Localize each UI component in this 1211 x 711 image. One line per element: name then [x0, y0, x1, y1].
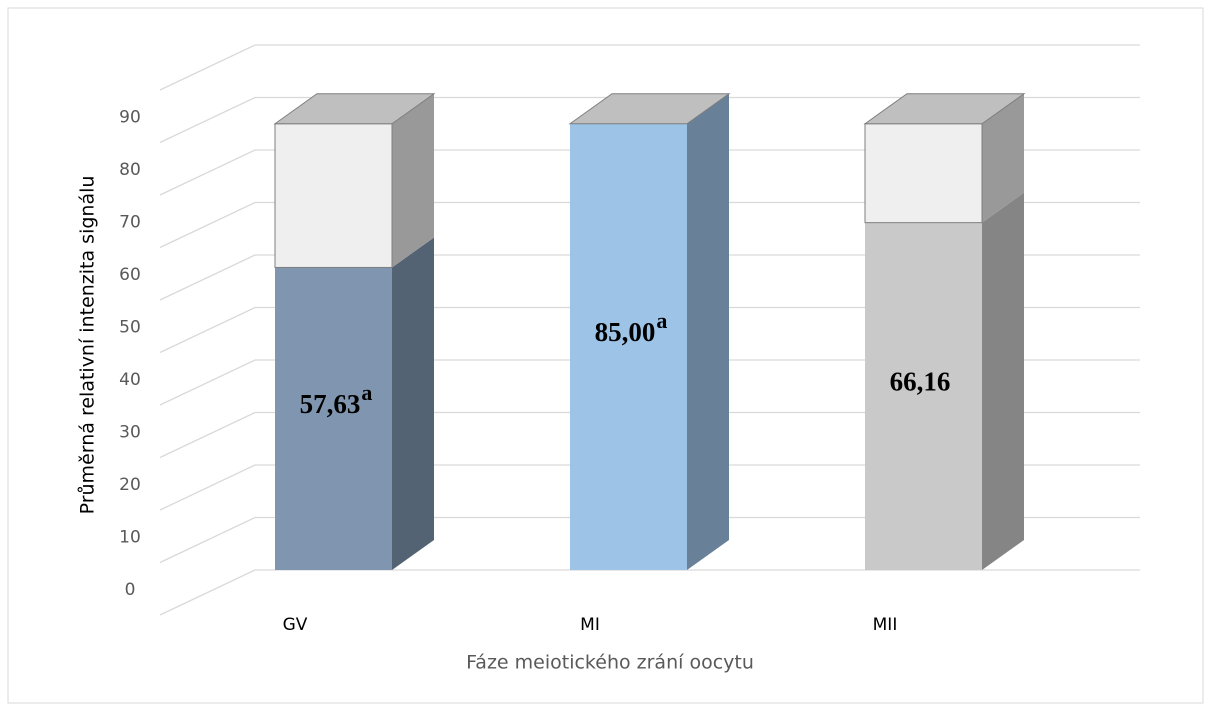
bar-top	[568, 93, 731, 125]
label-superscript: a	[656, 308, 667, 333]
bar	[865, 192, 1024, 570]
bar-side	[392, 237, 434, 570]
grid-line	[159, 149, 1140, 196]
bar-side	[392, 93, 434, 268]
grid-line	[159, 96, 1140, 144]
y-tick-label: 30	[119, 423, 141, 443]
y-tick-label: 80	[119, 160, 141, 180]
x-tick-label: MI	[580, 615, 600, 635]
bar-front	[865, 222, 982, 570]
bar-side	[687, 93, 729, 570]
y-tick-label: 0	[125, 580, 136, 600]
grid-line	[159, 516, 1140, 564]
bar-side	[982, 93, 1024, 223]
x-tick-label: GV	[283, 615, 308, 635]
grid-line	[159, 359, 1140, 406]
x-tick-label: MII	[873, 615, 898, 635]
y-tick-label: 90	[119, 108, 141, 128]
grid-line	[159, 254, 1140, 301]
grid-line	[159, 569, 1140, 616]
data-label: 66,16	[890, 367, 951, 397]
grid-line	[159, 306, 1140, 354]
data-label: 57,63	[300, 389, 361, 419]
y-tick-label: 50	[119, 318, 141, 338]
bar-front	[275, 267, 392, 570]
bar	[864, 93, 1024, 224]
grid-line	[159, 44, 1140, 91]
bar-side	[982, 192, 1024, 570]
bar-front	[864, 123, 983, 224]
bar-top	[863, 93, 1026, 125]
data-label: 85,00	[595, 317, 656, 347]
grid-line	[159, 201, 1140, 249]
bar-front	[570, 123, 687, 570]
bar-front	[274, 123, 393, 268]
y-tick-label: 20	[119, 475, 141, 495]
bar	[275, 237, 434, 570]
x-axis-title: Fáze meiotického zrání oocytu	[466, 652, 754, 674]
y-tick-label: 70	[119, 213, 141, 233]
y-tick-label: 10	[119, 528, 141, 548]
y-tick-label: 40	[119, 370, 141, 390]
bar	[274, 93, 434, 268]
grid-line	[159, 411, 1140, 459]
y-axis-title: Průměrná relativní intenzita signálu	[77, 176, 99, 515]
label-superscript: a	[361, 380, 372, 405]
grid-line	[159, 464, 1140, 511]
y-tick-label: 60	[119, 265, 141, 285]
bar	[570, 93, 729, 570]
bar-top	[273, 93, 436, 125]
